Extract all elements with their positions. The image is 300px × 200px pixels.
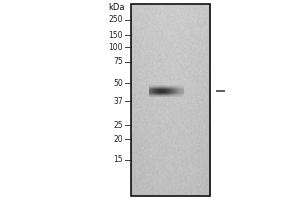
Text: kDa: kDa [108, 3, 124, 12]
Text: 100: 100 [109, 43, 123, 51]
Text: 37: 37 [113, 97, 123, 106]
Bar [130, 4, 210, 196]
Text: 50: 50 [113, 78, 123, 88]
Text: 25: 25 [113, 120, 123, 130]
Text: 15: 15 [113, 156, 123, 164]
Text: 150: 150 [109, 30, 123, 40]
Text: 75: 75 [113, 58, 123, 66]
Text: 20: 20 [113, 134, 123, 144]
Text: 250: 250 [109, 16, 123, 24]
